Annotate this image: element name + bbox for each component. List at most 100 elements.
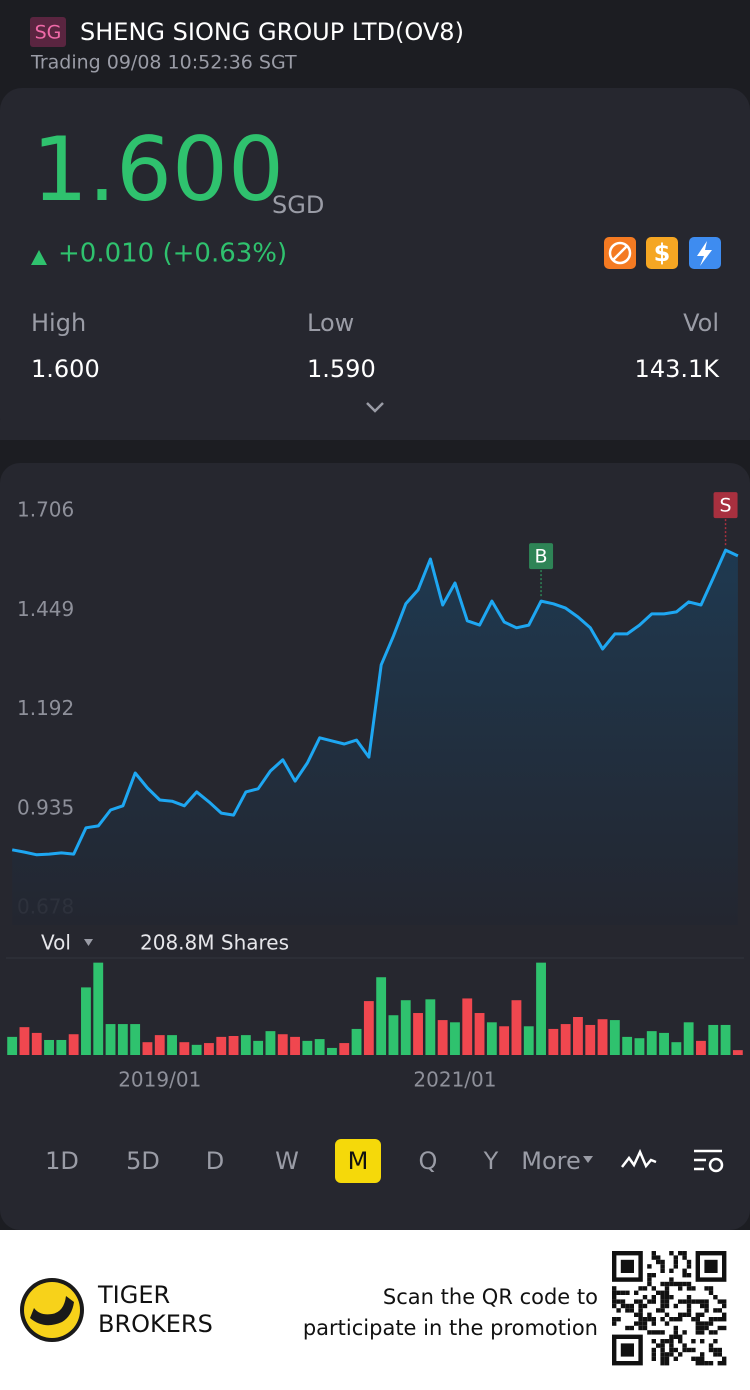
period-tab[interactable]: 1D [45,1147,79,1175]
currency: SGD [272,191,324,219]
period-tab[interactable]: Q [419,1147,438,1175]
qr-module [656,1259,661,1265]
qr-module [625,1325,630,1331]
period-tab[interactable]: M [348,1147,369,1175]
qr-module [660,1264,665,1269]
qr-module [638,1286,643,1291]
period-tab[interactable]: More [521,1147,581,1175]
qr-code [612,1251,727,1366]
qr-module [708,1330,714,1335]
period-tab[interactable]: 5D [126,1147,160,1175]
qr-module [695,1330,700,1335]
qr-module [612,1299,617,1304]
trade-marker[interactable] [713,492,738,519]
volume-bar [363,1001,374,1055]
volume-bar [7,1036,18,1055]
qr-module [642,1317,648,1322]
qr-module [651,1330,656,1335]
qr-module [638,1303,643,1309]
settings-icon[interactable] [694,1149,724,1173]
qr-module [678,1281,683,1287]
qr-module [678,1339,683,1344]
qr-module [669,1295,674,1300]
qr-module [713,1330,718,1335]
volume-bar [44,1039,54,1055]
qr-module [686,1303,692,1309]
qr-module [717,1308,722,1313]
volume-bar [376,977,387,1055]
volume-bar [216,1036,227,1055]
volume-bar [400,1000,411,1055]
volume-bar [314,1039,325,1055]
trade-marker[interactable] [529,543,554,570]
volume-bar [573,1017,583,1055]
qr-module [708,1343,714,1348]
qr-module [638,1325,643,1331]
qr-module [704,1308,709,1313]
qr-module [682,1343,687,1348]
volume-bar [597,1019,608,1055]
qr-module [612,1295,617,1300]
volume-bar [240,1035,251,1055]
volume-bar [585,1024,596,1055]
qr-module [612,1303,617,1309]
qr-module [664,1312,670,1317]
qr-module [647,1312,652,1317]
qr-module [660,1303,665,1309]
qr-module [612,1317,617,1322]
period-tab[interactable]: D [206,1147,224,1175]
qr-module [717,1299,722,1304]
qr-module [612,1286,617,1291]
qr-module [620,1290,626,1295]
qr-module [660,1259,665,1265]
qr-module [700,1325,705,1331]
qr-module [669,1334,674,1339]
qr-module [717,1352,722,1357]
qr-module [634,1321,639,1326]
qr-module [686,1281,692,1287]
qr-module [660,1268,665,1273]
volume-bar [683,1022,694,1055]
qr-module [660,1330,665,1335]
volume-bar [437,1020,448,1055]
qr-module [664,1339,670,1344]
qr-module [629,1308,634,1313]
volume-bar [204,1043,214,1055]
badge-bg [30,17,66,47]
qr-module [612,1321,617,1326]
qr-module [634,1312,639,1317]
volume-title[interactable]: Vol [41,931,71,955]
qr-module [642,1321,648,1326]
volume-bar [228,1036,239,1055]
volume-bar [130,1024,141,1055]
qr-module [682,1273,687,1278]
qr-module [691,1347,696,1353]
qr-module [722,1317,727,1322]
qr-module [717,1361,722,1366]
qr-module [669,1317,674,1322]
y-tick-label: 1.449 [17,597,74,621]
qr-module [660,1339,665,1344]
qr-module [686,1273,692,1278]
qr-module [660,1317,665,1322]
expand-chevron[interactable] [366,402,384,413]
period-tabs: 1D 5D D W M Q Y More [45,1139,593,1183]
indicator-icon[interactable] [621,1148,657,1169]
qr-module [717,1317,722,1322]
qr-module [660,1308,665,1313]
y-tick-label: 1.192 [17,696,74,720]
qr-module [686,1259,692,1265]
period-tab[interactable]: Y [483,1147,499,1175]
qr-module [664,1321,670,1326]
qr-module [651,1356,656,1361]
qr-module [673,1259,678,1265]
volume-dropdown[interactable] [84,939,93,946]
more-dropdown[interactable] [583,1156,593,1163]
qr-module [660,1281,665,1287]
period-tab[interactable]: W [275,1147,299,1175]
qr-module [695,1321,700,1326]
stat-label: High [31,309,86,337]
qr-module [673,1264,678,1269]
qr-module [722,1299,727,1304]
qr-module [713,1308,718,1313]
